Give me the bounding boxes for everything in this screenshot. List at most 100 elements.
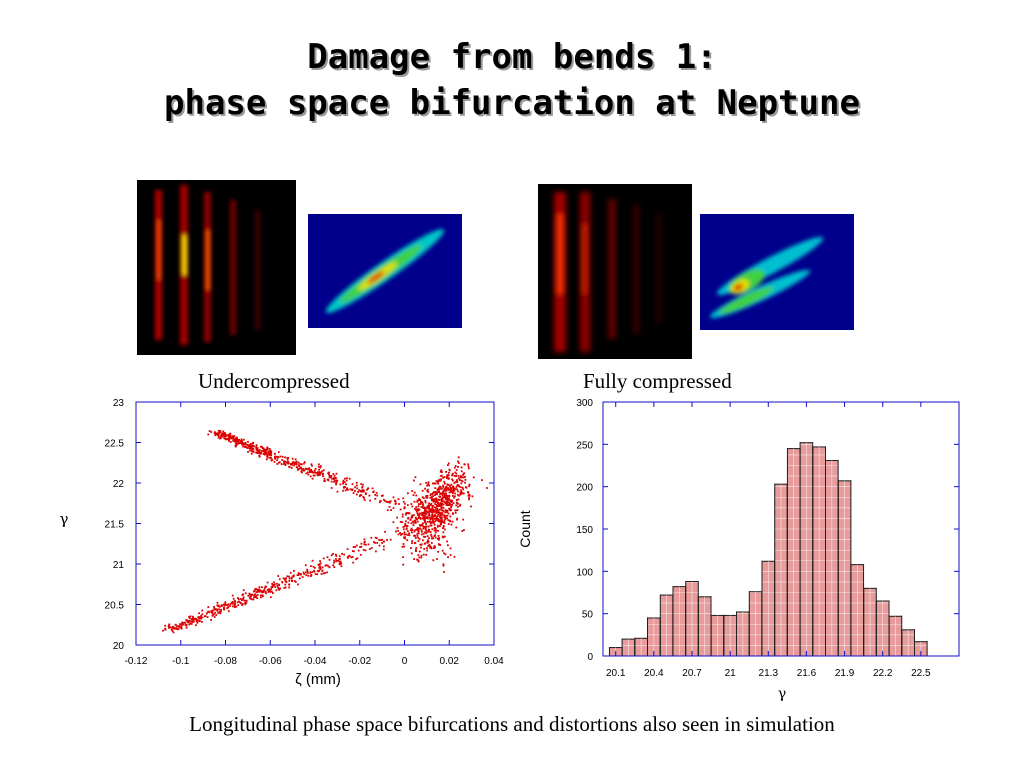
- scatter-point: [282, 577, 285, 580]
- scatter-point: [451, 492, 454, 495]
- scatter-point: [178, 626, 181, 628]
- scatter-point: [359, 490, 362, 492]
- scatter-point: [448, 491, 451, 494]
- scatter-point: [379, 501, 381, 504]
- scatter-point: [257, 450, 260, 452]
- scatter-point: [265, 458, 268, 461]
- scatter-point: [432, 559, 435, 562]
- scatter-point: [229, 603, 232, 605]
- scatter-point: [188, 617, 191, 620]
- scatter-point: [399, 532, 401, 534]
- scatter-point: [355, 493, 358, 496]
- scatter-point: [442, 564, 445, 567]
- scatter-point: [430, 542, 433, 544]
- scatter-point: [250, 445, 253, 447]
- scatter-point: [431, 537, 433, 540]
- scatter-point: [228, 436, 231, 439]
- scatter-point: [338, 562, 341, 564]
- scatter-point: [443, 496, 446, 499]
- scatter-point: [299, 573, 302, 575]
- scatter-point: [415, 547, 418, 549]
- scatter-point: [354, 546, 356, 548]
- scatter-point: [268, 448, 271, 450]
- scatter-point: [318, 566, 321, 569]
- scatter-point: [335, 558, 337, 560]
- scatter-point: [274, 457, 276, 460]
- scatter-point: [258, 454, 261, 457]
- scatter-point: [298, 573, 301, 575]
- scatter-point: [433, 529, 436, 532]
- scatter-point: [279, 455, 282, 458]
- scatter-point: [446, 504, 449, 507]
- scatter-point: [445, 496, 447, 499]
- histogram-background-mask: [749, 402, 762, 592]
- scatter-point: [311, 470, 314, 473]
- scatter-point: [457, 460, 459, 463]
- scatter-point: [229, 441, 232, 443]
- scatter-point: [269, 596, 272, 599]
- scatter-point: [289, 571, 292, 574]
- scatter-point: [426, 496, 429, 499]
- scatter-point: [351, 483, 354, 485]
- scatter-point: [423, 512, 425, 514]
- scatter-point: [249, 596, 251, 598]
- scatter-point: [421, 511, 423, 514]
- scatter-y-axis-label: γ: [60, 510, 69, 528]
- scatter-point: [372, 491, 375, 493]
- scatter-point: [455, 469, 458, 471]
- scatter-point: [454, 471, 457, 474]
- scatter-point: [413, 534, 416, 537]
- scatter-point: [460, 479, 463, 482]
- scatter-point: [445, 501, 448, 503]
- scatter-point: [424, 527, 427, 530]
- scatter-point: [436, 491, 439, 494]
- scatter-point: [402, 556, 404, 558]
- scatter-point: [258, 451, 261, 454]
- scatter-point: [305, 574, 308, 576]
- scatter-point: [306, 568, 309, 571]
- scatter-point: [270, 459, 273, 462]
- scatter-point: [439, 492, 442, 495]
- scatter-point: [339, 483, 342, 486]
- scatter-point: [462, 476, 465, 479]
- scatter-point: [397, 533, 400, 536]
- scatter-point: [448, 488, 451, 491]
- scatter-point: [263, 449, 266, 452]
- scatter-point: [216, 601, 219, 604]
- scatter-point: [417, 514, 419, 516]
- scatter-point: [332, 473, 335, 475]
- scatter-point: [432, 482, 434, 485]
- scatter-point: [463, 463, 466, 466]
- scatter-point: [427, 528, 430, 531]
- scatter-point: [283, 463, 285, 465]
- scatter-point: [468, 485, 470, 488]
- scatter-point: [188, 619, 191, 622]
- scatter-point: [461, 480, 464, 483]
- scatter-point: [220, 435, 222, 438]
- scatter-point: [221, 434, 224, 436]
- scatter-point: [245, 601, 248, 604]
- scatter-point: [429, 508, 431, 511]
- scatter-point: [385, 500, 388, 503]
- scatter-point: [297, 583, 299, 586]
- scatter-point: [422, 527, 425, 530]
- scatter-point: [451, 478, 453, 481]
- scatter-point: [443, 516, 446, 519]
- scatter-point: [187, 620, 189, 622]
- scatter-point: [262, 595, 264, 598]
- scatter-point: [268, 590, 271, 592]
- scatter-point: [439, 523, 442, 525]
- scatter-point: [407, 534, 409, 536]
- scatter-point: [241, 599, 243, 601]
- scatter-point: [459, 476, 462, 479]
- scatter-point: [460, 490, 463, 493]
- scatter-point: [447, 487, 450, 489]
- undercompressed-beam-image: [137, 180, 296, 355]
- scatter-point: [433, 527, 436, 530]
- scatter-point: [436, 558, 438, 560]
- scatter-point: [343, 486, 345, 489]
- scatter-point: [162, 629, 164, 632]
- scatter-point: [410, 515, 413, 518]
- scatter-point: [441, 512, 444, 515]
- scatter-point: [248, 447, 251, 450]
